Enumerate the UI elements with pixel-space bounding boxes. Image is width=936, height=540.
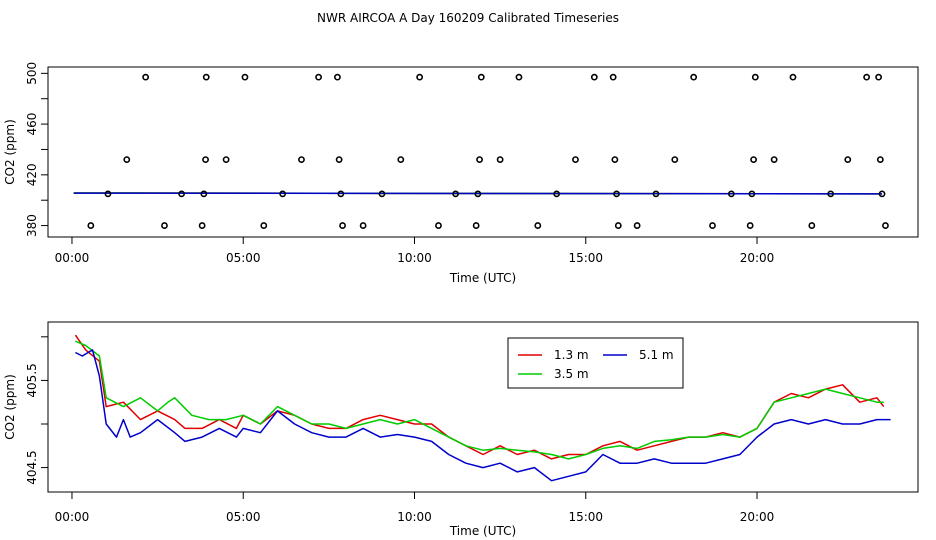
x-tick-label-1-1: 05:00 xyxy=(226,510,261,524)
scatter-point-52 xyxy=(808,222,816,229)
scatter-point-53 xyxy=(827,190,835,198)
x-tick-label-1-4: 20:00 xyxy=(740,510,775,524)
y-axis-label-1: CO2 (ppm) xyxy=(3,374,17,440)
scatter-point-26 xyxy=(472,222,480,229)
scatter-point-34 xyxy=(572,156,579,164)
scatter-point-10 xyxy=(222,156,230,164)
x-tick-label-1-0: 00:00 xyxy=(55,510,90,524)
scatter-point-33 xyxy=(553,190,561,198)
scatter-point-23 xyxy=(416,73,424,81)
y-tick-label-0-2: 460 xyxy=(25,113,39,136)
scatter-point-46 xyxy=(746,222,754,229)
scatter-point-45 xyxy=(727,190,735,198)
legend: 1.3 m 3.5 m 5.1 m xyxy=(507,337,684,389)
line-series-0 xyxy=(74,334,885,460)
scatter-point-38 xyxy=(613,190,620,198)
panel-top-scatter: 00:00 05:00 10:00 15:00 20:00 380 420 460 500 Tim… xyxy=(3,62,919,285)
y-tick-label-1-1: 405.5 xyxy=(25,363,39,397)
scatter-point-35 xyxy=(590,73,598,81)
top-series-line-2 xyxy=(73,192,883,195)
panel-bottom-lines: 00:00 05:00 10:00 15:00 20:00 404.5 405.5 Time … xyxy=(3,321,919,538)
scatter-point-25 xyxy=(452,190,459,198)
y-tick-label-0-0: 380 xyxy=(25,214,39,237)
x-tick-label-0-0: 00:00 xyxy=(55,251,90,265)
scatter-point-40 xyxy=(633,222,641,229)
scatter-point-12 xyxy=(260,222,268,229)
scatter-point-36 xyxy=(609,73,617,81)
y-tick-label-0-3: 500 xyxy=(25,62,39,85)
scatter-point-31 xyxy=(515,73,523,81)
scatter-point-1 xyxy=(104,190,112,198)
legend-label-2: 5.1 m xyxy=(639,348,674,362)
scatter-point-44 xyxy=(709,222,716,229)
scatter-point-37 xyxy=(611,156,619,164)
x-tick-label-0-3: 15:00 xyxy=(568,251,603,265)
scatter-point-57 xyxy=(876,156,884,164)
line-series-2 xyxy=(75,349,891,482)
scatter-point-3 xyxy=(142,73,150,81)
scatter-point-56 xyxy=(875,73,883,81)
x-tick-label-0-1: 05:00 xyxy=(226,251,261,265)
scatter-point-47 xyxy=(748,190,756,198)
figure-title: NWR AIRCOA A Day 160209 Calibrated Times… xyxy=(317,11,619,25)
x-tick-label-1-2: 10:00 xyxy=(397,510,432,524)
scatter-point-15 xyxy=(315,73,322,81)
scatter-point-58 xyxy=(878,190,886,198)
scatter-point-22 xyxy=(397,156,405,164)
line-series-1 xyxy=(75,340,884,460)
scatter-point-54 xyxy=(844,156,852,164)
scatter-point-43 xyxy=(690,73,698,81)
scatter-point-7 xyxy=(200,190,208,198)
scatter-point-6 xyxy=(198,222,206,229)
x-tick-label-0-4: 20:00 xyxy=(740,251,775,265)
legend-label-1: 3.5 m xyxy=(554,367,589,381)
scatter-point-32 xyxy=(534,222,542,229)
scatter-point-11 xyxy=(241,73,249,81)
scatter-point-55 xyxy=(863,73,871,81)
scatter-point-17 xyxy=(335,156,343,164)
scatter-point-18 xyxy=(337,190,345,198)
scatter-point-28 xyxy=(476,156,483,164)
scatter-point-21 xyxy=(378,190,386,198)
scatter-point-5 xyxy=(178,190,185,198)
legend-label-0: 1.3 m xyxy=(554,348,589,362)
scatter-point-42 xyxy=(671,156,679,164)
legend-box xyxy=(507,337,684,389)
scatter-point-27 xyxy=(474,190,482,198)
y-axis-label-0: CO2 (ppm) xyxy=(3,119,17,185)
scatter-point-29 xyxy=(477,73,485,81)
y-tick-label-1-0: 404.5 xyxy=(25,450,39,484)
scatter-point-14 xyxy=(298,156,305,164)
scatter-point-49 xyxy=(751,73,759,81)
x-tick-label-0-2: 10:00 xyxy=(397,251,432,265)
plot-frame-0 xyxy=(47,66,919,238)
scatter-point-20 xyxy=(359,222,367,229)
plot-frame-1 xyxy=(47,321,919,493)
scatter-point-50 xyxy=(770,156,778,164)
scatter-point-24 xyxy=(435,222,442,229)
scatter-point-30 xyxy=(496,156,504,164)
scatter-point-48 xyxy=(750,156,757,164)
y-tick-label-0-1: 420 xyxy=(25,163,39,186)
scatter-point-2 xyxy=(123,156,131,164)
scatter-point-16 xyxy=(334,73,341,81)
scatter-point-19 xyxy=(339,222,346,229)
scatter-point-0 xyxy=(87,222,95,229)
x-tick-label-1-3: 15:00 xyxy=(568,510,603,524)
x-axis-label-0: Time (UTC) xyxy=(449,271,516,285)
scatter-point-59 xyxy=(882,222,889,229)
scatter-point-41 xyxy=(652,190,660,198)
scatter-point-4 xyxy=(161,222,168,229)
scatter-point-51 xyxy=(789,73,797,81)
x-axis-label-1: Time (UTC) xyxy=(449,524,516,538)
scatter-point-9 xyxy=(202,73,210,81)
scatter-point-13 xyxy=(279,190,287,198)
scatter-point-39 xyxy=(614,222,622,229)
scatter-point-8 xyxy=(202,156,209,164)
